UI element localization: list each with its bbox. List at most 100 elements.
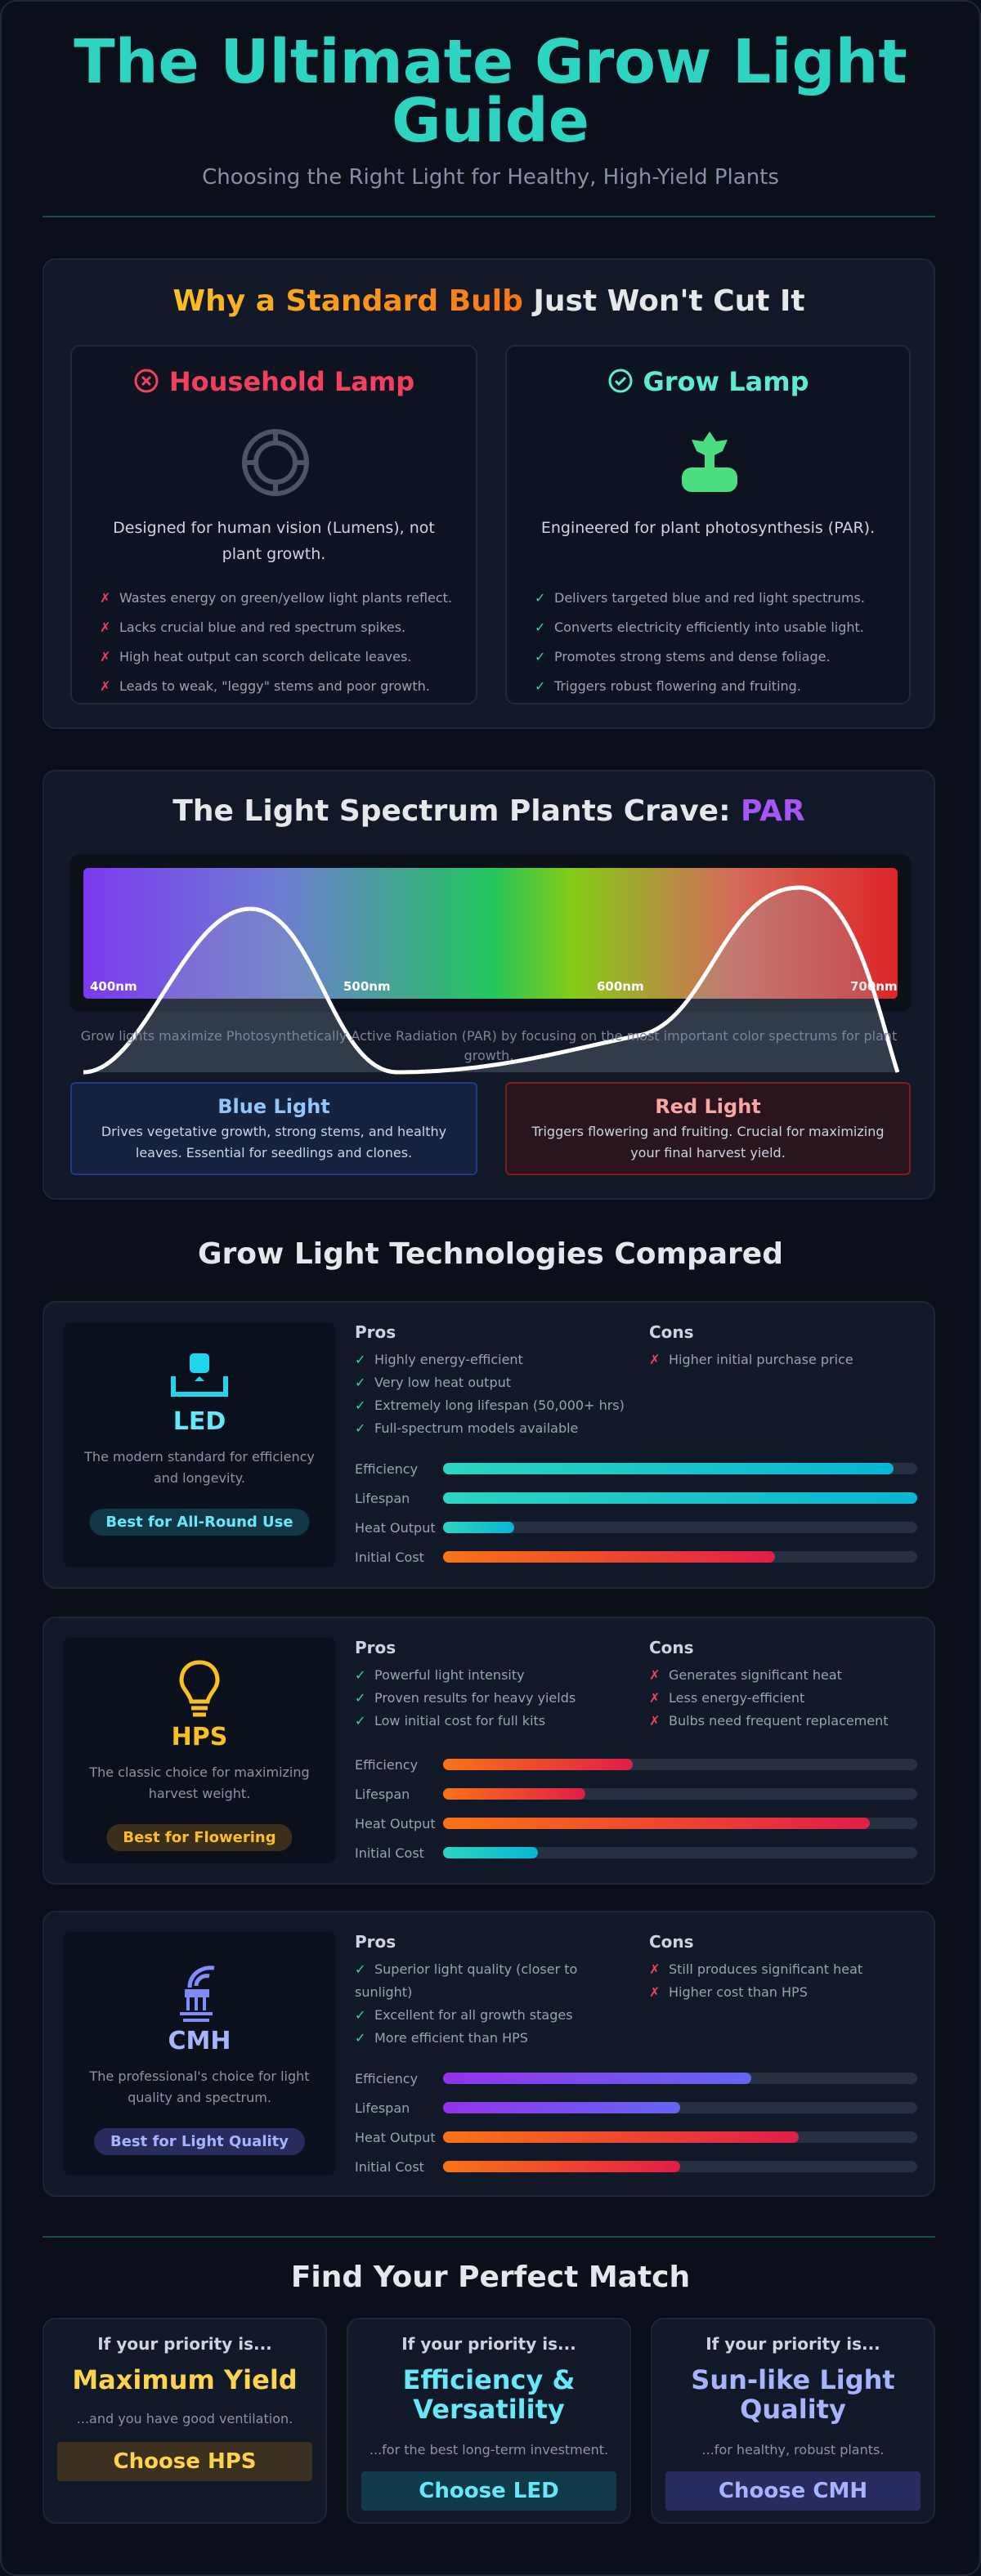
rating-bar — [443, 2073, 751, 2084]
rating-track — [443, 1847, 917, 1858]
item-text: Bulbs need frequent replacement — [669, 1713, 889, 1729]
rating-label: Initial Cost — [355, 1550, 424, 1565]
why-title-rest: Just Won't Cut It — [533, 284, 805, 318]
item-text: Wastes energy on green/yellow light plan… — [119, 590, 453, 606]
red-title: Red Light — [655, 1095, 761, 1118]
icon — [179, 1660, 220, 1717]
list-item: ✓ Delivers targeted blue and red light sp… — [535, 584, 893, 613]
cross-mark: ✗ — [100, 649, 111, 664]
blue-title: Blue Light — [217, 1095, 330, 1118]
cross-mark: ✗ — [649, 1984, 661, 2000]
grow-description: Engineered for plant photosynthesis (PAR… — [540, 519, 876, 537]
check-mark: ✓ — [355, 1667, 366, 1683]
list-item: ✗ Leads to weak, "leggy" stems and poor g… — [100, 672, 459, 701]
tech-description: The professional's choice for light qual… — [89, 2068, 310, 2105]
cons: Cons ✗ Generates significant heat ✗ Less ene… — [649, 1638, 927, 1733]
rating-bar — [443, 2161, 680, 2172]
rating-track — [443, 2161, 917, 2172]
tech-summary: HPS The classic choice for maximizing har… — [64, 1638, 335, 1863]
tech-description: The modern standard for efficiency and l… — [84, 1449, 315, 1486]
household-title-text: Household Lamp — [168, 366, 415, 397]
rating-label: Initial Cost — [355, 2159, 424, 2175]
icon — [180, 1966, 215, 2022]
item-text: Proven results for heavy yields — [374, 1690, 576, 1706]
tech-title: Grow Light Technologies Compared — [198, 1237, 783, 1271]
list-item: ✗ Wastes energy on green/yellow light pla… — [100, 584, 459, 613]
grow-points: ✓ Delivers targeted blue and red light sp… — [535, 584, 893, 701]
rating-bar — [443, 1522, 514, 1533]
pros-heading: Pros — [355, 1932, 396, 1952]
rating-label: Lifespan — [355, 2100, 410, 2116]
tech-card: CMH The professional's choice for light q… — [43, 1911, 935, 2197]
check-mark: ✓ — [535, 619, 546, 635]
cons-heading: Cons — [649, 1322, 694, 1342]
choose-button[interactable]: Choose CMH — [665, 2471, 921, 2511]
choose-button[interactable]: Choose HPS — [57, 2442, 312, 2481]
check-mark: ✓ — [355, 1690, 366, 1706]
cons: Cons ✗ Higher initial purchase price — [649, 1322, 927, 1371]
note: ...for healthy, robust plants. — [701, 2442, 885, 2457]
pros-heading: Pros — [355, 1638, 396, 1657]
tech-description: The classic choice for maximizing harves… — [89, 1764, 310, 1801]
rating-track — [443, 1788, 917, 1800]
match-card: If your priority is... Sun-like Light Qua… — [651, 2318, 935, 2524]
check-mark: ✓ — [355, 2030, 366, 2046]
lead: If your priority is... — [401, 2334, 576, 2354]
list-item: ✓ Full-spectrum models available — [355, 1417, 633, 1440]
household-title: Household Lamp — [72, 366, 476, 397]
tech-icon — [165, 1657, 234, 1726]
title: The Ultimate Grow Light Guide — [74, 27, 907, 156]
choose-button[interactable]: Choose LED — [361, 2471, 616, 2511]
rating-label: Efficiency — [355, 1461, 419, 1477]
list-item: ✗ Generates significant heat — [649, 1664, 927, 1687]
list-item: ✗ Higher cost than HPS — [649, 1981, 927, 2004]
rating-label: Heat Output — [355, 1520, 436, 1536]
cross-mark: ✗ — [649, 1352, 661, 1367]
rating-track — [443, 1818, 917, 1829]
tech-name: CMH — [168, 2027, 231, 2055]
priority: Efficiency & Versatility — [402, 2364, 576, 2425]
note: ...for the best long-term investment. — [369, 2442, 609, 2457]
item-text: Triggers robust flowering and fruiting. — [554, 678, 801, 694]
rating-label: Lifespan — [355, 1491, 410, 1506]
spectrum-panel: 400nm 500nm 600nm 700nm — [70, 855, 911, 1012]
red-text: Triggers flowering and fruiting. Crucial… — [531, 1124, 885, 1161]
list-item: ✗ Bulbs need frequent replacement — [649, 1710, 927, 1733]
rating-bar — [443, 2102, 680, 2113]
rating-bar — [443, 1463, 894, 1474]
check-mark: ✓ — [355, 1398, 366, 1413]
list-item: ✗ Lacks crucial blue and red spectrum spi… — [100, 613, 459, 642]
item-text: Extremely long lifespan (50,000+ hrs) — [374, 1398, 625, 1413]
item-text: Less energy-efficient — [669, 1690, 805, 1706]
pros: Pros ✓ Powerful light intensity ✓ Proven res… — [355, 1638, 633, 1733]
cross-mark: ✗ — [649, 1961, 661, 1977]
item-text: Still produces significant heat — [669, 1961, 863, 1977]
spectrum-title-highlight: PAR — [741, 794, 805, 828]
rating-track — [443, 2131, 917, 2143]
priority: Maximum Yield — [72, 2364, 298, 2395]
why-title-highlight: Why a Standard Bulb — [172, 284, 523, 318]
cross-mark: ✗ — [100, 678, 111, 694]
check-mark: ✓ — [535, 590, 546, 606]
grow-title: Grow Lamp — [507, 366, 909, 397]
icon — [171, 1353, 228, 1397]
rating-bar — [443, 1492, 917, 1504]
tech-summary: LED The modern standard for efficiency an… — [64, 1322, 335, 1568]
list-item: ✗ Still produces significant heat — [649, 1958, 927, 1981]
rating-label: Initial Cost — [355, 1845, 424, 1861]
item-text: Very low heat output — [374, 1375, 512, 1390]
x-icon — [134, 369, 159, 393]
tech-badge: Best for All-Round Use — [89, 1509, 310, 1536]
tech-summary: CMH The professional's choice for light q… — [64, 1932, 335, 2176]
check-mark: ✓ — [535, 678, 546, 694]
rating-bar — [443, 1847, 538, 1858]
list-item: ✓ Triggers robust flowering and fruiting. — [535, 672, 893, 701]
wavelength-label: 400nm — [90, 979, 137, 994]
list-item: ✓ Converts electricity efficiently into u… — [535, 613, 893, 642]
lead: If your priority is... — [97, 2334, 272, 2354]
blue-text: Drives vegetative growth, strong stems, … — [101, 1124, 447, 1161]
pros-heading: Pros — [355, 1322, 396, 1342]
rating-track — [443, 2102, 917, 2113]
cross-mark: ✗ — [100, 590, 111, 606]
list-item: ✓ Highly energy-efficient — [355, 1348, 633, 1371]
